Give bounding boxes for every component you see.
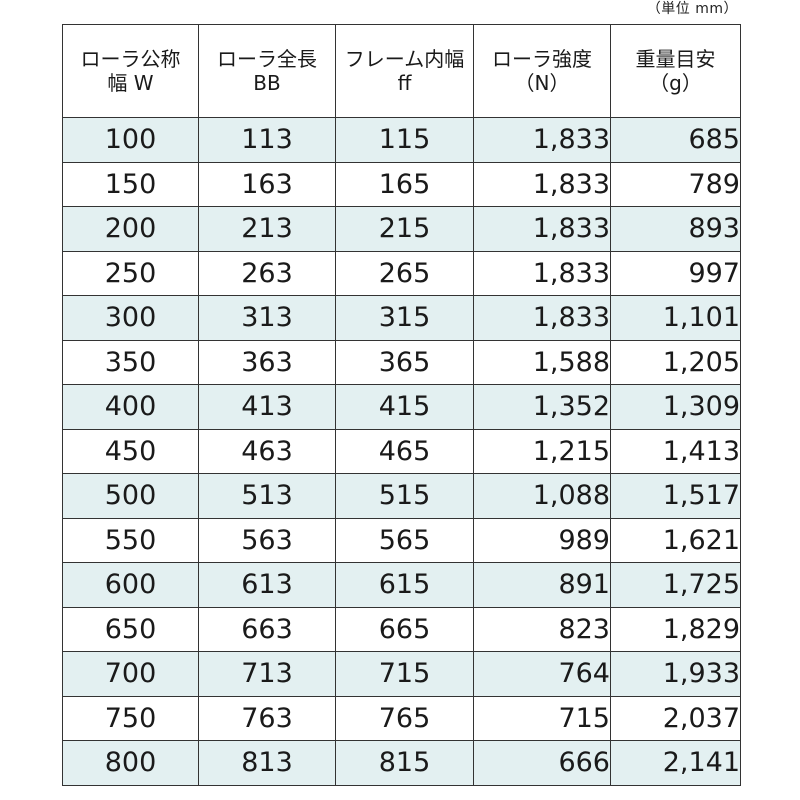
table-row: 300 313 315 1,833 1,101	[62, 295, 741, 341]
cell-frame-inner-width: 215	[335, 206, 474, 252]
table-row: 200 213 215 1,833 893	[62, 206, 741, 252]
cell-nominal-width: 350	[62, 339, 199, 385]
table-row: 800 813 815 666 2,141	[62, 740, 741, 786]
cell-frame-inner-width: 615	[335, 562, 474, 608]
table-row: 100 113 115 1,833 685	[62, 117, 741, 163]
cell-roller-strength: 1,833	[473, 161, 611, 207]
cell-total-length: 663	[198, 606, 336, 652]
cell-total-length: 763	[198, 695, 336, 741]
table-row: 450 463 465 1,215 1,413	[62, 428, 741, 474]
cell-total-length: 413	[198, 384, 336, 430]
cell-nominal-width: 150	[62, 161, 199, 207]
cell-weight-estimate: 789	[610, 161, 741, 207]
cell-nominal-width: 650	[62, 606, 199, 652]
cell-roller-strength: 764	[473, 651, 611, 697]
cell-nominal-width: 200	[62, 206, 199, 252]
table-row: 600 613 615 891 1,725	[62, 562, 741, 608]
cell-nominal-width: 700	[62, 651, 199, 697]
cell-total-length: 263	[198, 250, 336, 296]
cell-frame-inner-width: 265	[335, 250, 474, 296]
cell-weight-estimate: 1,205	[610, 339, 741, 385]
cell-nominal-width: 600	[62, 562, 199, 608]
cell-weight-estimate: 1,309	[610, 384, 741, 430]
cell-roller-strength: 1,352	[473, 384, 611, 430]
cell-frame-inner-width: 515	[335, 473, 474, 519]
cell-total-length: 313	[198, 295, 336, 341]
roller-spec-table: ローラ公称 幅 W ローラ全長 BB フレーム内幅 ff ローラ強度 （N） 重…	[62, 24, 741, 786]
cell-roller-strength: 1,833	[473, 295, 611, 341]
cell-weight-estimate: 1,413	[610, 428, 741, 474]
header-weight-estimate: 重量目安 （g）	[610, 24, 741, 118]
cell-weight-estimate: 1,829	[610, 606, 741, 652]
table-row: 150 163 165 1,833 789	[62, 161, 741, 207]
header-row: ローラ公称 幅 W ローラ全長 BB フレーム内幅 ff ローラ強度 （N） 重…	[62, 24, 741, 118]
cell-total-length: 363	[198, 339, 336, 385]
cell-total-length: 613	[198, 562, 336, 608]
unit-note: （単位 mm）	[646, 1, 738, 17]
table-row: 350 363 365 1,588 1,205	[62, 339, 741, 385]
cell-roller-strength: 1,833	[473, 250, 611, 296]
cell-weight-estimate: 1,621	[610, 517, 741, 563]
cell-frame-inner-width: 765	[335, 695, 474, 741]
cell-nominal-width: 400	[62, 384, 199, 430]
cell-weight-estimate: 1,933	[610, 651, 741, 697]
cell-nominal-width: 550	[62, 517, 199, 563]
cell-frame-inner-width: 365	[335, 339, 474, 385]
cell-roller-strength: 891	[473, 562, 611, 608]
cell-frame-inner-width: 815	[335, 740, 474, 786]
cell-weight-estimate: 1,725	[610, 562, 741, 608]
cell-roller-strength: 823	[473, 606, 611, 652]
table-row: 550 563 565 989 1,621	[62, 517, 741, 563]
cell-nominal-width: 500	[62, 473, 199, 519]
cell-nominal-width: 800	[62, 740, 199, 786]
cell-roller-strength: 1,588	[473, 339, 611, 385]
cell-total-length: 213	[198, 206, 336, 252]
table-row: 500 513 515 1,088 1,517	[62, 473, 741, 519]
cell-weight-estimate: 1,101	[610, 295, 741, 341]
cell-nominal-width: 100	[62, 117, 199, 163]
table-row: 650 663 665 823 1,829	[62, 606, 741, 652]
cell-total-length: 513	[198, 473, 336, 519]
cell-frame-inner-width: 465	[335, 428, 474, 474]
cell-roller-strength: 715	[473, 695, 611, 741]
cell-frame-inner-width: 315	[335, 295, 474, 341]
cell-total-length: 113	[198, 117, 336, 163]
cell-frame-inner-width: 165	[335, 161, 474, 207]
cell-weight-estimate: 2,037	[610, 695, 741, 741]
cell-roller-strength: 1,833	[473, 117, 611, 163]
table-row: 250 263 265 1,833 997	[62, 250, 741, 296]
cell-total-length: 163	[198, 161, 336, 207]
table-row: 400 413 415 1,352 1,309	[62, 384, 741, 430]
cell-roller-strength: 1,215	[473, 428, 611, 474]
table-row: 700 713 715 764 1,933	[62, 651, 741, 697]
table-body: 100 113 115 1,833 685 150 163 165 1,833 789 200 213…	[62, 117, 741, 786]
header-nominal-width: ローラ公称 幅 W	[62, 24, 199, 118]
cell-frame-inner-width: 115	[335, 117, 474, 163]
cell-weight-estimate: 893	[610, 206, 741, 252]
cell-roller-strength: 1,088	[473, 473, 611, 519]
cell-frame-inner-width: 665	[335, 606, 474, 652]
cell-nominal-width: 250	[62, 250, 199, 296]
cell-frame-inner-width: 715	[335, 651, 474, 697]
header-roller-strength: ローラ強度 （N）	[473, 24, 611, 118]
header-frame-inner-width: フレーム内幅 ff	[335, 24, 474, 118]
cell-weight-estimate: 2,141	[610, 740, 741, 786]
cell-total-length: 463	[198, 428, 336, 474]
cell-nominal-width: 450	[62, 428, 199, 474]
header-total-length: ローラ全長 BB	[198, 24, 336, 118]
cell-nominal-width: 300	[62, 295, 199, 341]
cell-nominal-width: 750	[62, 695, 199, 741]
cell-total-length: 713	[198, 651, 336, 697]
cell-roller-strength: 989	[473, 517, 611, 563]
cell-total-length: 813	[198, 740, 336, 786]
cell-roller-strength: 1,833	[473, 206, 611, 252]
cell-weight-estimate: 1,517	[610, 473, 741, 519]
table-row: 750 763 765 715 2,037	[62, 695, 741, 741]
cell-frame-inner-width: 415	[335, 384, 474, 430]
cell-roller-strength: 666	[473, 740, 611, 786]
cell-frame-inner-width: 565	[335, 517, 474, 563]
cell-weight-estimate: 685	[610, 117, 741, 163]
cell-weight-estimate: 997	[610, 250, 741, 296]
cell-total-length: 563	[198, 517, 336, 563]
